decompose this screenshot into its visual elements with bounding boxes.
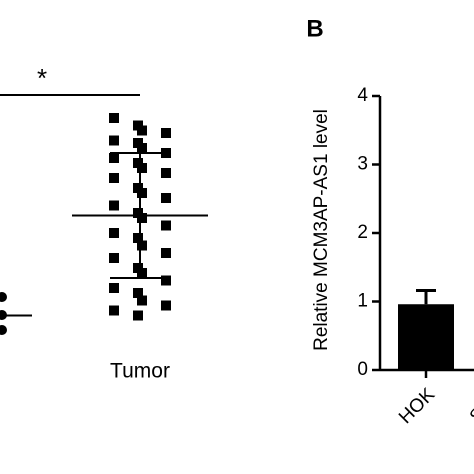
data-point — [161, 300, 171, 311]
data-point — [0, 325, 7, 335]
data-point — [137, 188, 147, 198]
data-point — [137, 213, 147, 223]
data-point — [109, 283, 119, 293]
data-point — [137, 268, 147, 278]
data-point — [133, 288, 143, 298]
data-point — [137, 125, 147, 136]
panel-label: B — [306, 15, 323, 42]
data-point — [109, 173, 119, 183]
bar — [398, 304, 454, 370]
y-axis-label: Relative MCM3AP-AS1 level — [311, 109, 332, 351]
data-point — [133, 310, 143, 321]
bar-chart: B Relative MCM3AP-AS1 level 0 1 2 3 4 HOK SCC — [306, 15, 474, 428]
data-point — [161, 168, 171, 178]
data-point — [0, 292, 7, 302]
data-point — [109, 113, 119, 123]
y-tick-label: 4 — [357, 85, 368, 106]
data-point — [161, 128, 171, 138]
dot-plot: Tumor * — [0, 63, 208, 383]
y-tick-label: 3 — [357, 154, 368, 175]
data-point — [161, 193, 171, 203]
data-point — [109, 153, 119, 163]
data-point — [109, 200, 119, 211]
x-tick-label: Tumor — [110, 360, 170, 383]
y-tick-label: 2 — [357, 222, 368, 243]
data-point — [109, 228, 119, 238]
y-tick-label: 1 — [357, 291, 368, 312]
data-point — [137, 143, 147, 153]
x-tick-label: SCC — [466, 384, 474, 427]
data-point — [137, 240, 147, 251]
data-point — [109, 305, 119, 316]
data-point — [137, 295, 147, 306]
data-point — [161, 220, 171, 231]
data-point — [109, 253, 119, 263]
y-tick-label: 0 — [357, 359, 368, 380]
x-tick-label: HOK — [395, 384, 439, 428]
significance-mark: * — [37, 63, 47, 93]
data-point — [109, 135, 119, 146]
data-point — [161, 248, 171, 258]
data-point — [137, 163, 147, 173]
data-point — [161, 275, 171, 286]
data-point — [133, 233, 143, 243]
